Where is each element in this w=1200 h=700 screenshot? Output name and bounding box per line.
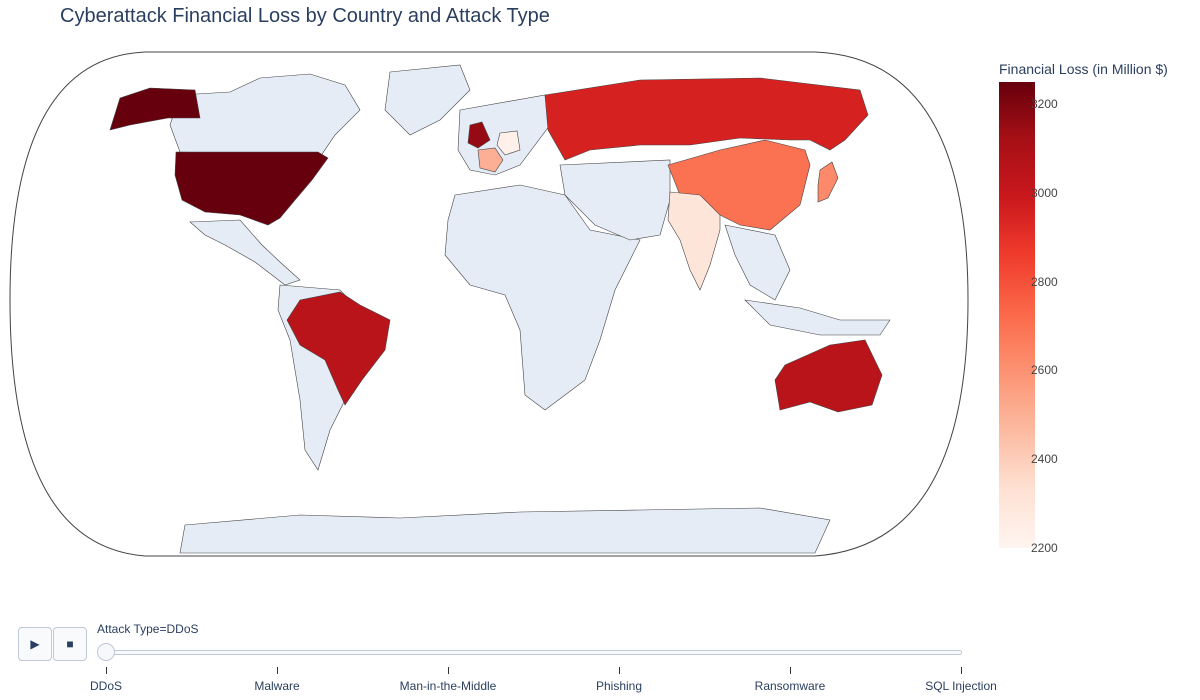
play-button[interactable]: ▶ (18, 627, 52, 661)
slider-step-tick (448, 667, 449, 674)
slider-step-label[interactable]: Phishing (595, 679, 643, 693)
country-france (477, 147, 504, 173)
slider-current-label: Attack Type=DDoS (97, 622, 199, 636)
play-icon: ▶ (30, 637, 40, 651)
stop-icon: ■ (66, 637, 74, 651)
colorbar-tick-label: 2800 (1031, 274, 1058, 289)
country-india (667, 191, 721, 291)
colorbar-tick-label: 2200 (1031, 541, 1058, 555)
land-antarctica (179, 507, 831, 554)
colorbar-tick-label: 2600 (1031, 363, 1058, 378)
colorbar-title: Financial Loss (in Million $) (999, 61, 1168, 77)
land-canada (169, 73, 361, 161)
slider-step-tick (277, 667, 278, 674)
country-brazil (286, 291, 391, 406)
slider-step-label[interactable]: SQL Injection (925, 679, 997, 693)
slider-rail[interactable] (97, 650, 962, 655)
country-uk (467, 121, 491, 149)
slider-step-label[interactable]: Man-in-the-Middle (399, 679, 497, 693)
colorbar (999, 82, 1035, 548)
stop-button[interactable]: ■ (53, 627, 87, 661)
land-africa (444, 184, 641, 411)
country-usa-alaska (109, 87, 201, 131)
country-germany (496, 130, 521, 156)
land-indonesia (744, 299, 891, 336)
slider-handle[interactable] (97, 643, 115, 661)
land-greenland (384, 64, 471, 136)
slider-step-tick (619, 667, 620, 674)
land-mexico (189, 219, 301, 286)
colorbar-tick-label: 3200 (1031, 97, 1058, 112)
country-australia (774, 339, 883, 413)
country-russia (544, 77, 869, 161)
country-shapes (109, 77, 883, 413)
slider-step-label[interactable]: Malware (254, 679, 300, 693)
country-usa (174, 151, 329, 226)
slider-step-tick (961, 667, 962, 674)
land-se-asia (724, 224, 791, 301)
country-japan (817, 161, 839, 203)
slider-step-label[interactable]: Ransomware (754, 679, 826, 693)
chart-title: Cyberattack Financial Loss by Country an… (60, 5, 550, 27)
slider-step-tick (790, 667, 791, 674)
colorbar-tick-label: 2400 (1031, 452, 1058, 467)
colorbar-tick-label: 3000 (1031, 185, 1058, 200)
slider-step-label[interactable]: DDoS (89, 679, 123, 693)
slider-step-tick (106, 667, 107, 674)
world-map (9, 51, 969, 557)
